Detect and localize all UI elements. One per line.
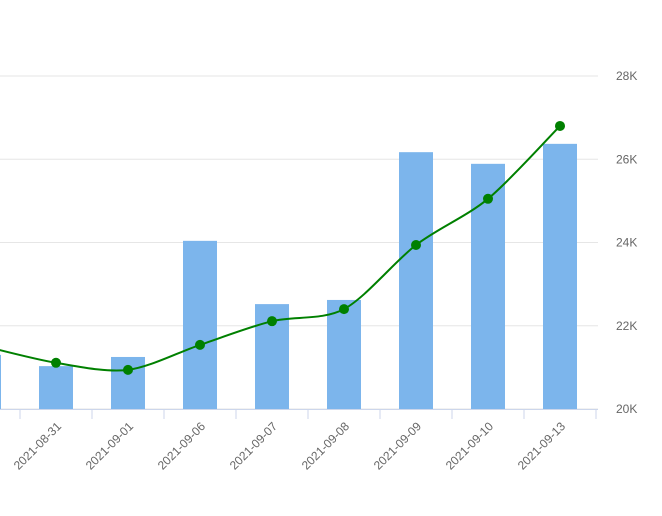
bar <box>0 354 1 409</box>
x-tick-label: 2021-09-10 <box>443 419 497 473</box>
line-point <box>483 193 493 204</box>
line-point <box>555 120 565 131</box>
x-tick-label: 2021-09-08 <box>299 419 353 473</box>
bar <box>183 240 217 409</box>
line-point <box>411 239 421 250</box>
x-tick-label: 2021-09-06 <box>155 419 209 473</box>
line-point <box>267 316 277 327</box>
bar <box>471 163 505 409</box>
bar <box>39 366 73 409</box>
y-tick-label: 24K <box>616 236 637 250</box>
bar <box>327 299 361 409</box>
x-tick-label: 2021-09-01 <box>83 419 137 473</box>
y-tick-label: 26K <box>616 152 637 166</box>
y-tick-label: 20K <box>616 402 637 416</box>
bar <box>543 143 577 409</box>
x-tick-label: 2021-08-31 <box>11 419 65 473</box>
bar <box>111 356 145 409</box>
bar <box>399 152 433 409</box>
line-point <box>123 364 133 375</box>
x-tick-label: 2021-09-07 <box>227 419 281 473</box>
line-point <box>195 339 205 350</box>
line-point <box>51 357 61 368</box>
y-tick-label: 28K <box>616 69 637 83</box>
y-tick-label: 22K <box>616 319 637 333</box>
x-tick-label: 2021-09-09 <box>371 419 425 473</box>
line <box>0 125 561 372</box>
line-point <box>339 304 349 315</box>
x-tick-label: 2021-09-13 <box>515 419 569 473</box>
